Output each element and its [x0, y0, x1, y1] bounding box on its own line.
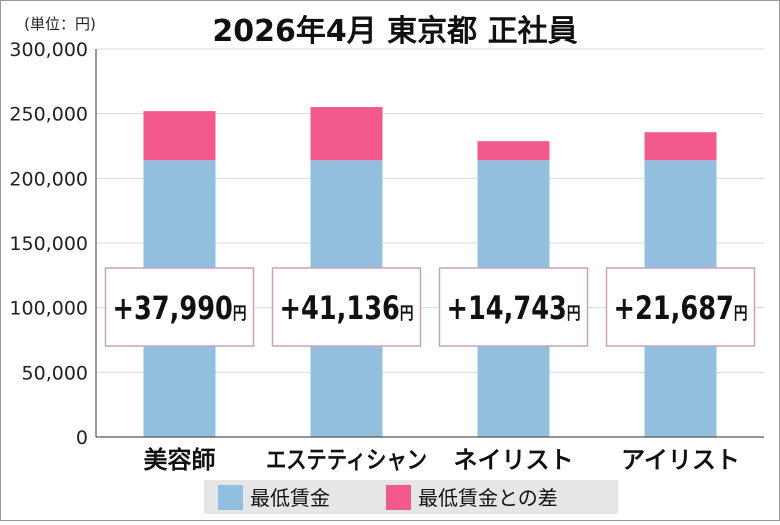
y-tick-label: 300,000 — [9, 39, 88, 61]
x-tick-label: ネイリスト — [454, 446, 574, 474]
unit-label: (単位：円) — [24, 15, 96, 33]
y-tick-label: 200,000 — [9, 168, 88, 190]
difference-callout-value: +41,136円 — [280, 289, 414, 327]
axes — [95, 49, 764, 438]
y-tick-label: 100,000 — [9, 298, 88, 320]
difference-callout-box — [605, 267, 756, 347]
legend-swatch — [218, 485, 243, 510]
difference-callout-value: +37,990円 — [113, 289, 247, 327]
difference-callout-value: +21,687円 — [614, 289, 748, 327]
difference-callout-box — [104, 267, 255, 347]
legend-swatch — [386, 485, 411, 510]
difference-annotations: +37,990円 +41,136円 +14,743円 +21,687円 — [104, 267, 756, 347]
chart-title: 2026年4月 東京都 正社員 — [212, 14, 577, 49]
y-tick-label: 150,000 — [9, 233, 88, 255]
legend: 最低賃金 最低賃金との差 — [204, 480, 618, 514]
difference-callout-value: +14,743円 — [447, 289, 581, 327]
legend-label: 最低賃金 — [250, 486, 330, 510]
difference-callout-box — [438, 267, 589, 347]
x-tick-label: アイリスト — [621, 446, 740, 474]
x-tick-label: エステティシャン — [266, 446, 427, 474]
bar-difference — [644, 132, 717, 161]
x-axis-labels: 美容師 エステティシャン ネイリスト アイリスト — [144, 446, 740, 474]
difference-callout-box — [271, 267, 422, 347]
y-axis-ticks: 0 50,000 100,000 150,000 200,000 250,000 300,0… — [9, 39, 88, 449]
legend-label: 最低賃金との差 — [418, 486, 558, 510]
y-tick-label: 50,000 — [22, 362, 88, 384]
bar-difference — [310, 107, 383, 161]
bar-difference — [477, 141, 550, 161]
bar-difference — [143, 111, 216, 161]
y-tick-label: 0 — [76, 427, 88, 449]
y-tick-label: 250,000 — [9, 104, 88, 126]
x-tick-label: 美容師 — [144, 446, 216, 474]
